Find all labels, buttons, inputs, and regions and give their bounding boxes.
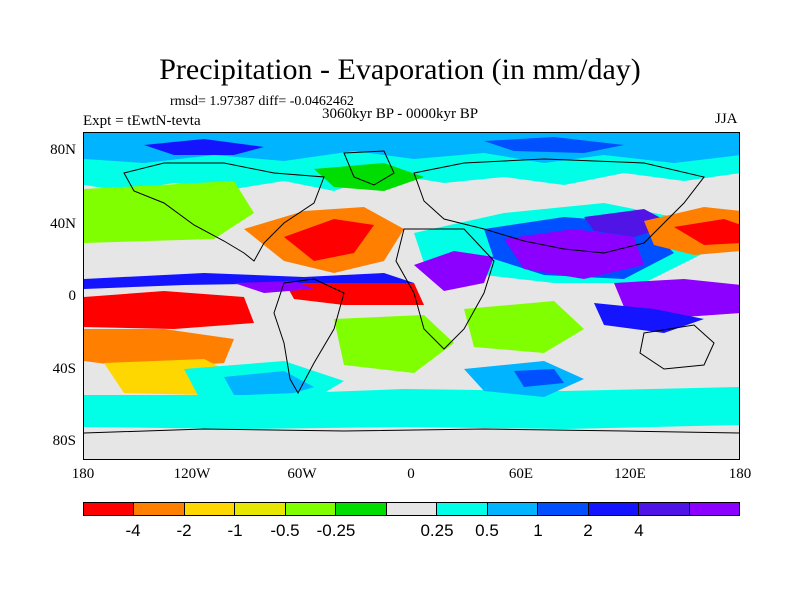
siberia-blue xyxy=(484,137,624,153)
southern-ocean-deep xyxy=(514,369,564,387)
colorbar-label: 0.5 xyxy=(475,521,499,540)
colorbar-label: -0.25 xyxy=(316,521,356,540)
maritime-blue xyxy=(594,303,704,333)
colorbar-label: 4 xyxy=(634,521,644,540)
southern-ocean-cyan xyxy=(84,387,739,429)
colorbar-box-7 xyxy=(437,503,488,515)
colorbar-box-8 xyxy=(487,503,539,515)
x-tick-180-left: 180 xyxy=(71,466,95,482)
coast-africa xyxy=(395,228,495,350)
x-tick-0: 0 xyxy=(407,466,415,482)
chart-title: Precipitation - Evaporation (in mm/day) xyxy=(159,53,641,86)
colorbar-label: -2 xyxy=(176,521,192,540)
eq-pacific-orange xyxy=(84,329,234,369)
north-pacific-green xyxy=(84,181,254,243)
x-tick-120e: 120E xyxy=(614,466,646,482)
pe-field-map xyxy=(84,133,739,459)
colorbar-box-0 xyxy=(84,503,135,515)
coast-eurasia xyxy=(413,158,705,254)
colorbar-box-9 xyxy=(538,503,589,515)
colorbar-label: -4 xyxy=(125,521,141,540)
y-tick-40s: 40S xyxy=(52,361,76,377)
coast-greenland xyxy=(343,150,395,186)
colorbar-box-2 xyxy=(184,503,236,515)
experiment-label: Expt = tEwtN-tevta xyxy=(83,113,201,129)
coast-antarctica xyxy=(84,428,739,434)
coast-north-america xyxy=(123,162,325,262)
colorbar-label: 1 xyxy=(533,521,543,540)
colorbar-box-1 xyxy=(134,503,185,515)
map-panel xyxy=(83,132,740,460)
coastlines xyxy=(84,150,739,434)
period-label: 3060kyr BP - 0000kyr BP xyxy=(322,106,479,122)
atlantic-deep-red xyxy=(284,219,374,261)
monsoon-violet xyxy=(504,229,644,279)
colorbar-label: -0.5 xyxy=(270,521,300,540)
sahel-violet xyxy=(414,251,494,291)
colorbar-label: 2 xyxy=(583,521,593,540)
colorbar-box-3 xyxy=(235,503,286,515)
season-label: JJA xyxy=(715,111,738,127)
eq-pacific-red xyxy=(84,291,254,329)
x-tick-180-right: 180 xyxy=(728,466,752,482)
x-tick-60e: 60E xyxy=(508,466,534,482)
colorbar-box-5 xyxy=(336,503,387,515)
itcz-violet xyxy=(234,281,314,293)
maritime-violet xyxy=(614,279,739,317)
colorbar-box-11 xyxy=(639,503,690,515)
itcz-blue xyxy=(84,273,414,289)
colorbar-box-4 xyxy=(285,503,337,515)
rmsd-stats: rmsd= 1.97387 diff= -0.0462462 xyxy=(170,94,354,109)
colorbar-box-6 xyxy=(386,503,438,515)
indian-south-green xyxy=(464,301,584,353)
nw-pacific-red xyxy=(674,219,739,245)
y-tick-80n: 80N xyxy=(50,142,76,158)
y-tick-80s: 80S xyxy=(52,433,76,449)
x-tick-60w: 60W xyxy=(287,466,317,482)
y-tick-0: 0 xyxy=(68,288,77,304)
coast-south-america xyxy=(273,278,345,395)
arctic-deep-blue xyxy=(144,139,264,155)
colorbar-box-12 xyxy=(689,503,740,515)
antarctica-neutral xyxy=(84,429,739,459)
y-tick-40n: 40N xyxy=(50,216,76,232)
colorbar-label: 0.25 xyxy=(420,521,454,540)
south-pacific-blue xyxy=(224,371,314,399)
x-tick-120w: 120W xyxy=(173,466,211,482)
colorbar-label: -1 xyxy=(227,521,243,540)
colorbar xyxy=(83,502,740,516)
coast-australia xyxy=(639,324,715,370)
colorbar-box-10 xyxy=(588,503,640,515)
north-atlantic-green xyxy=(314,163,424,191)
